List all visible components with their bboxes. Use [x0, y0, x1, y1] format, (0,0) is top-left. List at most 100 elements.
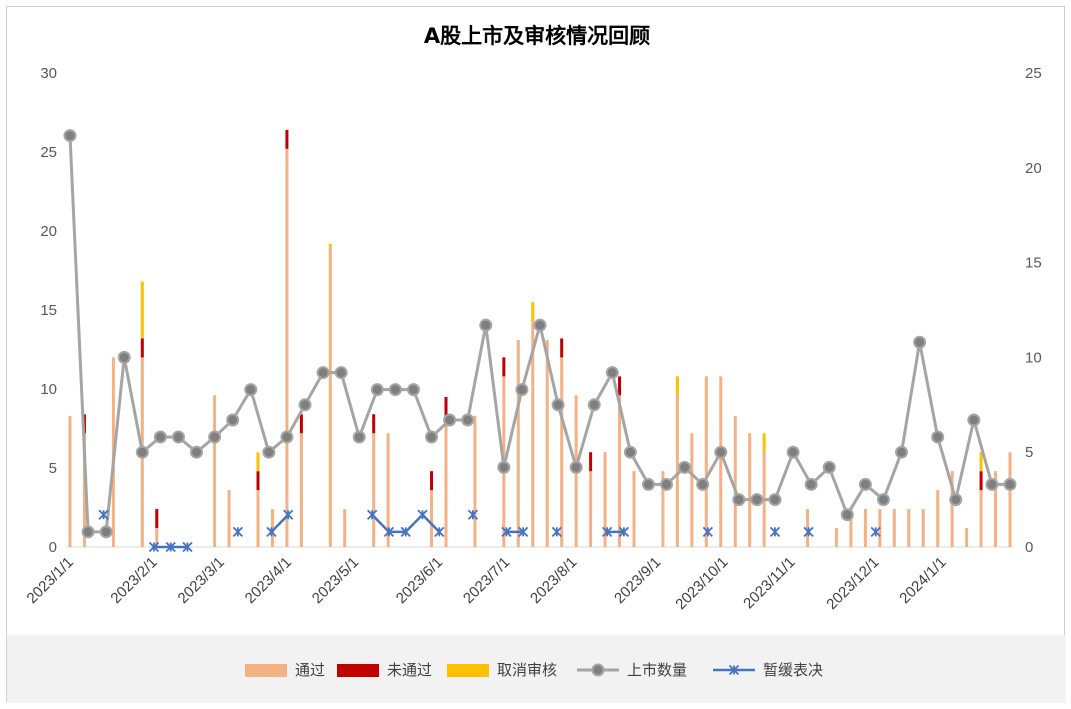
x-tick-label: 2023/7/1 [460, 554, 513, 607]
y-left-tick-label: 15 [40, 302, 57, 319]
listings-point [587, 398, 601, 412]
listings-point [117, 350, 131, 364]
listings-point [479, 318, 493, 332]
listings-point [768, 493, 782, 507]
y-right-tick-label: 10 [1025, 349, 1042, 366]
bar-passed [430, 490, 434, 547]
listings-point [714, 445, 728, 459]
x-tick-label: 2023/9/1 [611, 554, 664, 607]
bar-passed [372, 433, 376, 547]
listings-point [1003, 477, 1017, 491]
listings-point [352, 430, 366, 444]
listings-point [171, 430, 185, 444]
bar-failed [589, 452, 593, 472]
listings-point [81, 525, 95, 539]
y-axis-right: 0 5 10 15 20 25 [1025, 65, 1042, 556]
bar-passed [863, 509, 867, 547]
x-tick-label: 2023/12/1 [823, 554, 882, 613]
bar-passed [328, 246, 332, 548]
listings-point [840, 508, 854, 522]
listings-point [280, 430, 294, 444]
bar-cancelled [979, 452, 983, 472]
listings-point [497, 460, 511, 474]
suspended-point [518, 526, 529, 537]
bar-passed [560, 357, 564, 547]
listings-point [244, 383, 258, 397]
listings-point [551, 398, 565, 412]
listings-point [334, 366, 348, 380]
x-tick-label: 2024/1/1 [896, 554, 949, 607]
listings-point [660, 477, 674, 491]
bar-failed [502, 357, 506, 377]
listings-point [99, 525, 113, 539]
listing-line-layer [63, 129, 1017, 539]
bar-passed [343, 509, 347, 547]
bar-passed [950, 471, 954, 547]
suspended-point [501, 526, 512, 537]
listings-point [208, 430, 222, 444]
y-right-tick-label: 5 [1025, 444, 1033, 461]
listings-point [370, 383, 384, 397]
bar-failed [299, 414, 303, 434]
legend-label: 暂缓表决 [763, 661, 823, 679]
x-tick-label: 2023/8/1 [527, 554, 580, 607]
listings-point [388, 383, 402, 397]
suspend-line-layer [98, 509, 881, 553]
legend-swatch [447, 664, 489, 677]
listings-point [985, 477, 999, 491]
listings-point [262, 445, 276, 459]
legend-item: 上市数量 [577, 661, 687, 679]
legend-item: 取消审核 [447, 661, 557, 679]
bar-passed [473, 415, 477, 547]
suspended-point [702, 526, 713, 537]
suspended-point [551, 526, 562, 537]
y-left-tick-label: 30 [40, 65, 57, 82]
x-tick-label: 2023/5/1 [309, 554, 362, 607]
listings-point [316, 366, 330, 380]
listings-point [461, 413, 475, 427]
suspended-point [417, 509, 428, 520]
legend-item: 通过 [245, 661, 325, 679]
bar-failed [372, 414, 376, 434]
legend-label: 取消审核 [497, 661, 557, 679]
bar-passed [155, 528, 159, 547]
bar-passed [386, 433, 390, 547]
bar-passed [1008, 452, 1012, 547]
listings-point [515, 383, 529, 397]
suspended-point [383, 526, 395, 537]
chart-svg: A股上市及审核情况回顾 0 5 10 15 20 25 30 0 5 10 15 20 25 2023… [7, 24, 1066, 703]
listings-point [678, 460, 692, 474]
bar-cancelled [328, 243, 332, 247]
bar-passed [965, 528, 969, 547]
bar-passed [979, 490, 983, 547]
bar-passed [733, 415, 737, 547]
x-tick-label: 2023/1/1 [24, 554, 77, 607]
suspended-point [618, 526, 630, 537]
bar-cancelled [675, 376, 679, 396]
legend-swatch [245, 664, 287, 677]
listings-point [63, 129, 77, 143]
y-left-tick-label: 0 [49, 539, 57, 556]
bar-passed [227, 490, 231, 547]
bar-passed [618, 395, 622, 547]
listings-point [569, 460, 583, 474]
suspended-point [367, 509, 378, 520]
bar-passed [907, 509, 911, 547]
listings-point [750, 493, 764, 507]
y-right-tick-label: 15 [1025, 255, 1042, 272]
bar-passed [675, 395, 679, 547]
legend-swatch [337, 664, 379, 677]
bar-passed [299, 433, 303, 547]
bar-failed [155, 509, 159, 529]
bar-cancelled [762, 433, 766, 453]
bar-passed [531, 321, 535, 547]
listings-point [190, 445, 204, 459]
suspended-point [400, 526, 411, 537]
listings-point [895, 445, 909, 459]
x-tick-label: 2023/3/1 [175, 554, 228, 607]
listings-point [641, 477, 655, 491]
suspended-point [283, 509, 294, 520]
bar-passed [545, 340, 549, 547]
x-tick-label: 2023/4/1 [242, 554, 295, 607]
suspended-point [467, 509, 478, 520]
